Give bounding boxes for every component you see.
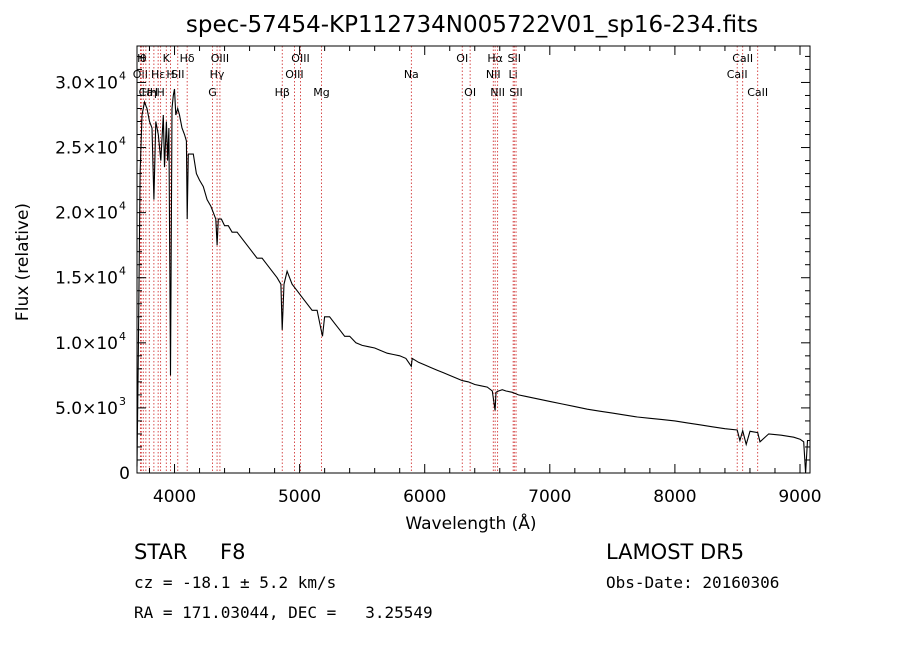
x-tick-label-2: 6000 — [403, 487, 446, 507]
x-tick-label-0: 4000 — [153, 487, 196, 507]
y-axis-label: Flux (relative) — [13, 203, 33, 321]
y-tick-label-4: 2.0×10 — [55, 204, 118, 224]
spectral-line-markers: OIIHθCaHηHHεHKHSIIHδGHγOIIIHβOIIIOIIIMgN… — [133, 46, 768, 473]
spectrum-line — [136, 88, 810, 474]
line-marker-label-23: Hα — [487, 52, 503, 65]
line-marker-label-9: H — [166, 68, 174, 81]
y-axis: 05.0×10 31.0×10 41.5×10 42.0×10 42.5×10 43.0×… — [55, 55, 810, 484]
y-tick-exponent-6: 4 — [119, 69, 126, 82]
radial-velocity: cz = -18.1 ± 5.2 km/s — [134, 573, 337, 592]
y-tick-label-5: 2.5×10 — [55, 139, 118, 159]
line-marker-label-16: OIII — [285, 68, 303, 81]
y-tick-label-6: 3.0×10 — [55, 73, 118, 93]
coordinates: RA = 171.03044, DEC = 3.25549 — [134, 603, 433, 622]
line-marker-label-13: Hγ — [210, 68, 225, 81]
y-tick-label-3: 1.5×10 — [55, 269, 118, 289]
line-marker-label-26: SII — [508, 52, 521, 65]
line-marker-label-14: OIII — [211, 52, 229, 65]
line-marker-label-22: NII — [486, 68, 501, 81]
object-class: STAR — [134, 540, 188, 564]
x-tick-label-5: 9000 — [778, 487, 821, 507]
y-tick-exponent-4: 4 — [119, 200, 126, 213]
y-tick-label-0: 0 — [119, 464, 130, 484]
line-marker-label-20: OI — [456, 52, 468, 65]
plot-frame — [136, 45, 811, 474]
line-marker-label-10: SII — [171, 68, 184, 81]
line-marker-label-21: OI — [464, 86, 476, 99]
x-axis-label: Wavelength (Å) — [405, 512, 536, 534]
line-marker-label-1: H — [137, 52, 145, 65]
x-tick-label-4: 8000 — [653, 487, 696, 507]
line-marker-label-18: Mg — [313, 86, 329, 99]
x-axis: 4000 5000 6000 7000 8000 9000 — [149, 46, 822, 507]
y-tick-label-2: 1.0×10 — [55, 334, 118, 354]
x-tick-label-3: 7000 — [528, 487, 571, 507]
line-marker-label-6: Hε — [151, 68, 165, 81]
line-marker-label-4: Hη — [142, 86, 157, 99]
y-tick-exponent-5: 4 — [119, 135, 126, 148]
line-marker-label-19: Na — [404, 68, 419, 81]
line-marker-label-29: CaII — [732, 52, 753, 65]
line-marker-label-5: H — [150, 86, 158, 99]
line-marker-label-8: K — [163, 52, 171, 65]
y-tick-label-1: 5.0×10 — [55, 399, 118, 419]
line-marker-label-7: H — [157, 86, 165, 99]
line-marker-label-15: Hβ — [275, 86, 290, 99]
survey-name: LAMOST DR5 — [606, 540, 745, 564]
y-tick-exponent-1: 3 — [119, 395, 126, 408]
line-marker-label-2: θ — [140, 52, 147, 65]
line-marker-label-30: CaII — [747, 86, 768, 99]
line-marker-label-12: G — [208, 86, 217, 99]
line-marker-label-25: Li — [509, 68, 518, 81]
chart-title: spec-57454-KP112734N005722V01_sp16-234.f… — [186, 12, 758, 38]
y-tick-exponent-2: 4 — [119, 330, 126, 343]
line-marker-label-24: NII — [490, 86, 505, 99]
observation-date: Obs-Date: 20160306 — [606, 573, 780, 592]
y-tick-exponent-3: 4 — [119, 265, 126, 278]
line-marker-label-17: OIII — [291, 52, 309, 65]
line-marker-label-27: SII — [509, 86, 522, 99]
x-tick-label-1: 5000 — [278, 487, 321, 507]
object-subclass: F8 — [220, 540, 246, 564]
line-marker-label-11: Hδ — [180, 52, 195, 65]
line-marker-label-28: CaII — [727, 68, 748, 81]
